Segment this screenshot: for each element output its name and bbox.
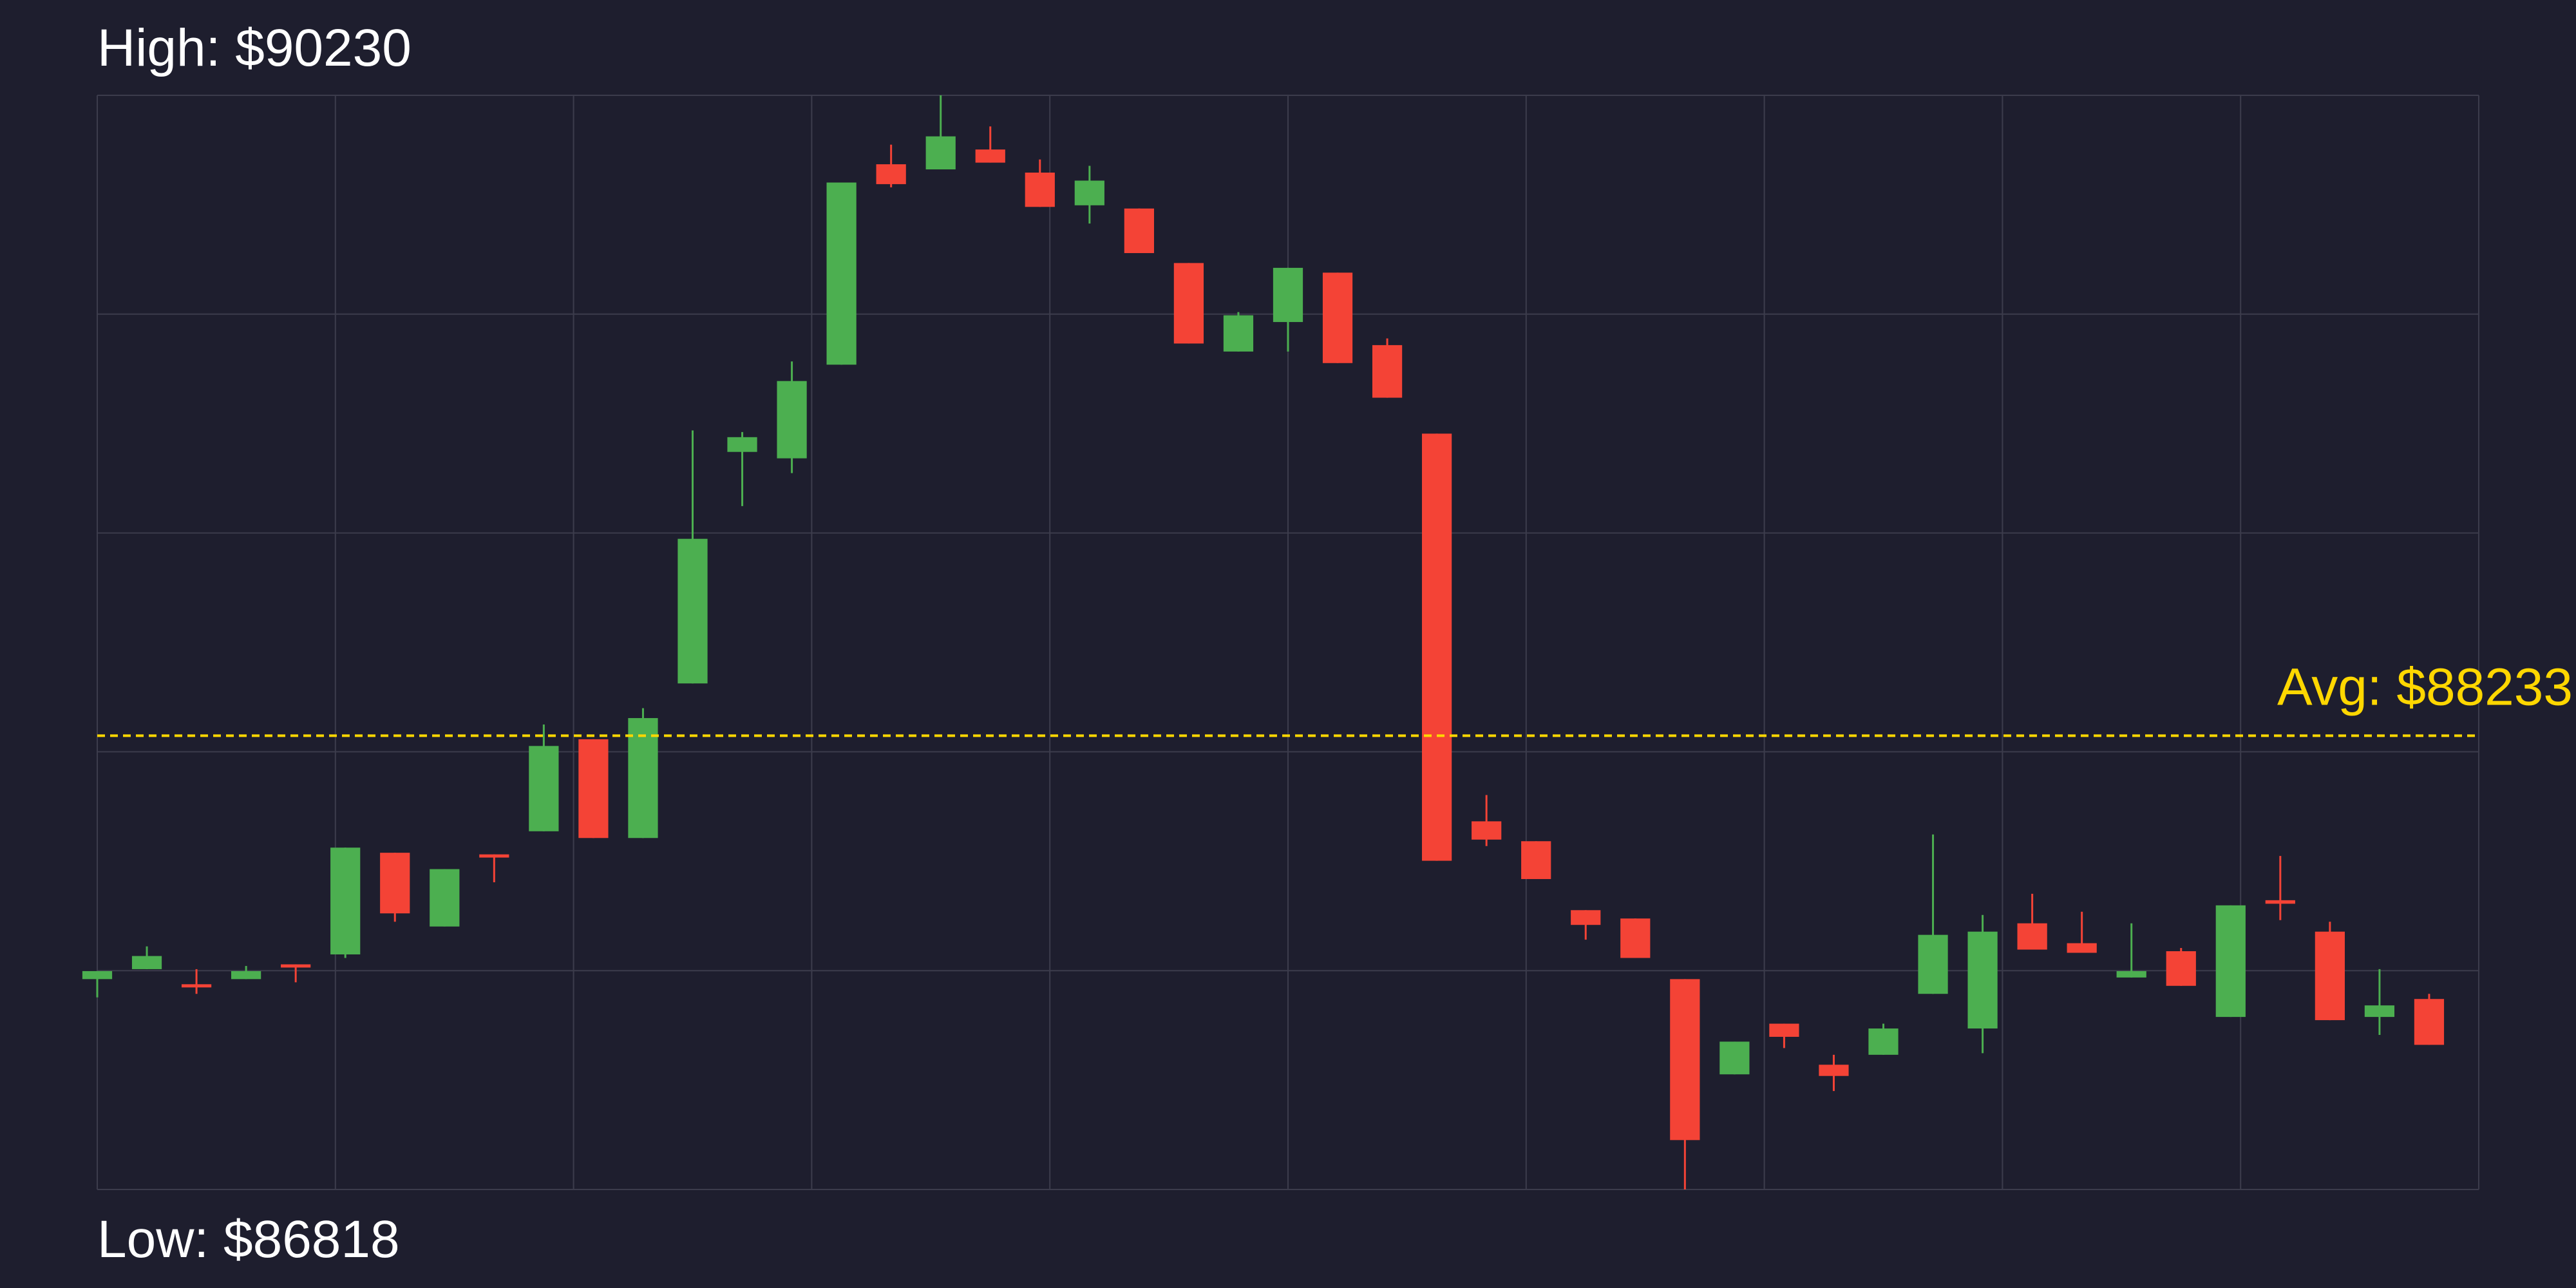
candle-body (1124, 208, 1154, 253)
candle-body (2067, 943, 2097, 953)
candle-body (578, 739, 609, 838)
candle-body (1719, 1041, 1750, 1075)
candle-body (82, 971, 113, 980)
candle-body (2215, 905, 2246, 1018)
candle-body (1769, 1023, 1799, 1037)
candle-body (1967, 931, 1998, 1029)
candle-body (628, 718, 658, 838)
candle-body (1223, 315, 1254, 352)
candle-body (330, 848, 361, 955)
candle-body (1918, 934, 1948, 994)
low-label: Low: $86818 (97, 1210, 400, 1269)
candle-body (1819, 1065, 1849, 1076)
candle-body (1571, 910, 1601, 925)
candle-body (2017, 923, 2047, 950)
candle-body (529, 746, 559, 831)
candle-body (2315, 931, 2345, 1021)
candle-body (1025, 173, 1055, 207)
candle-body (1322, 272, 1353, 363)
candle-body (2116, 971, 2146, 978)
candle-body (2166, 951, 2196, 986)
candle-body (1173, 263, 1204, 344)
candle-body (1868, 1028, 1899, 1055)
candle-body (380, 853, 410, 914)
candle-body (281, 964, 311, 968)
candle-body (2265, 900, 2295, 904)
candle-body (1670, 979, 1700, 1141)
candle-body (1273, 267, 1303, 323)
candle-body (131, 956, 162, 969)
candle-body (1372, 345, 1403, 398)
candle-body (2364, 1005, 2395, 1018)
candle-body (181, 984, 212, 988)
candle-body (876, 164, 906, 184)
candle-body (677, 538, 708, 684)
high-label: High: $90230 (97, 19, 412, 77)
candle-body (975, 149, 1005, 163)
candle-body (925, 136, 956, 170)
candle-body (826, 182, 857, 365)
candle-body (1620, 918, 1651, 958)
candle-body (1472, 821, 1502, 840)
candle-body (727, 437, 757, 452)
candle-body (2414, 999, 2445, 1045)
candle-body (1074, 180, 1104, 205)
candle-body (1521, 841, 1551, 879)
candle-body (479, 854, 509, 858)
candle-body (430, 869, 460, 927)
candle-body (777, 381, 807, 459)
average-label: Avg: $88233 (2277, 658, 2573, 716)
candle-body (1422, 433, 1452, 861)
candle-body (231, 971, 261, 980)
